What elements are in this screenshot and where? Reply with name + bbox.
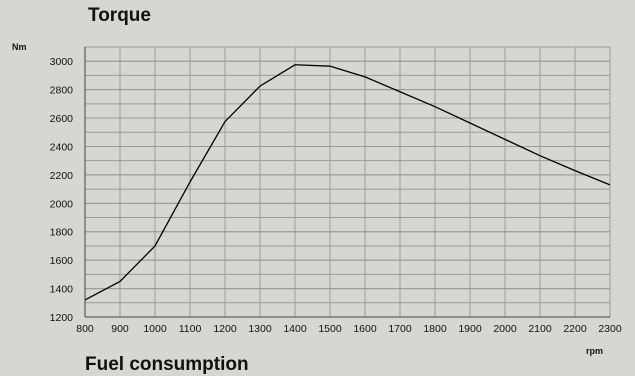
torque-chart: 800 900 1000 1100 1200 1300 1400 1500 1600 1700 18…	[50, 46, 622, 335]
x-tick-label: 1600	[353, 323, 377, 335]
x-tick-label: 2300	[598, 323, 622, 335]
x-tick-label: 1100	[179, 323, 202, 335]
y-tick-label: 3000	[50, 56, 74, 68]
y-tick-label: 2600	[50, 113, 74, 125]
x-tick-label: 1900	[458, 323, 482, 335]
x-tick-label: 2100	[528, 323, 552, 335]
x-tick-label: 1200	[213, 323, 237, 335]
y-tick-label: 1800	[50, 227, 74, 239]
y-tick-label: 2400	[50, 141, 74, 153]
x-tick-label: 1400	[283, 323, 307, 335]
y-tick-label: 2200	[50, 170, 74, 182]
y-tick-label: 2800	[50, 85, 74, 97]
x-tick-label: 1700	[388, 323, 412, 335]
x-axis-label: rpm	[586, 346, 604, 356]
x-tick-label: 900	[111, 323, 129, 335]
torque-series-line	[84, 64, 611, 301]
x-tick-label: 1300	[248, 323, 272, 335]
y-axis-label: Nm	[12, 42, 27, 52]
x-tick-label: 1800	[423, 323, 447, 335]
x-tick-label: 1500	[318, 323, 342, 335]
chart-title: Torque	[88, 5, 151, 26]
y-tick-label: 1600	[50, 255, 74, 267]
x-tick-label: 1000	[143, 323, 167, 335]
x-tick-label: 800	[76, 323, 94, 335]
y-tick-label: 1200	[50, 312, 74, 324]
y-tick-label: 1400	[50, 284, 74, 296]
x-tick-label: 2200	[563, 323, 587, 335]
x-tick-label: 2000	[493, 323, 517, 335]
y-tick-label: 2000	[50, 198, 74, 210]
